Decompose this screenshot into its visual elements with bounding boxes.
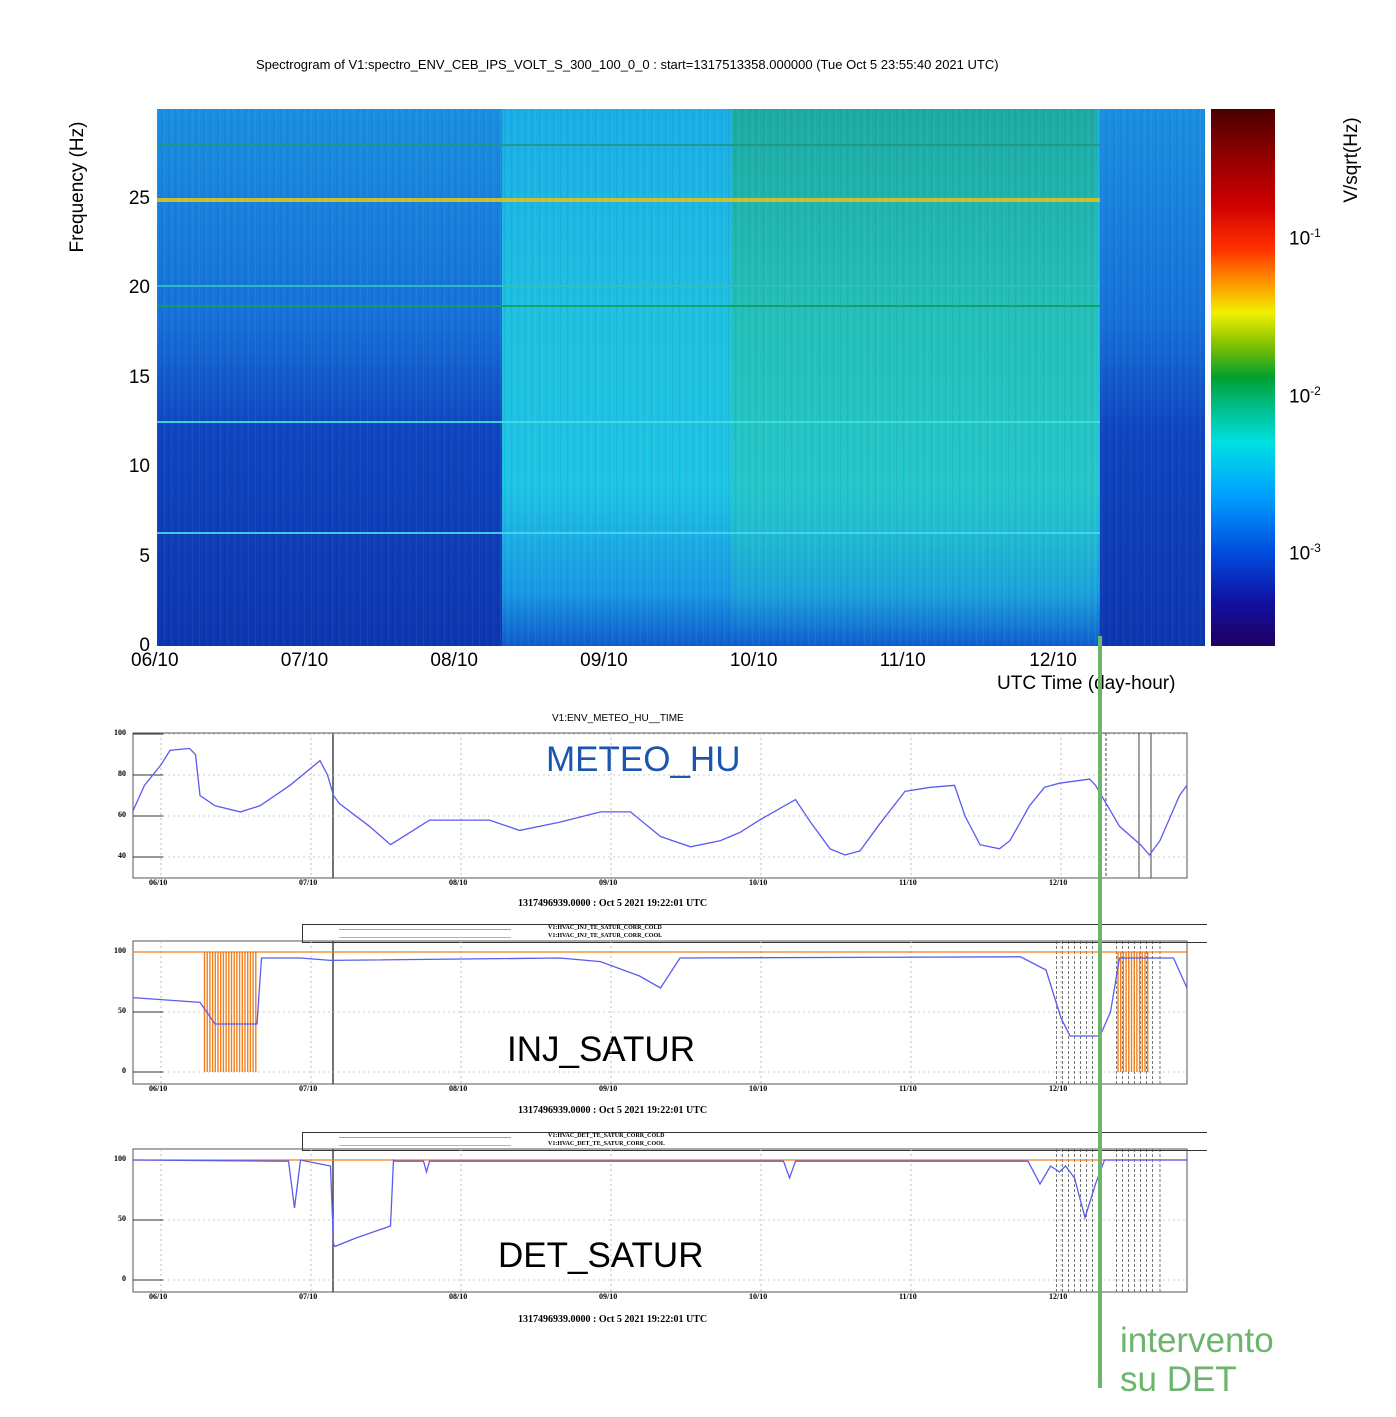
x-tick-label: 07/10	[299, 878, 318, 887]
x-tick-label: 11/10	[899, 878, 917, 887]
footer-timestamp: 1317496939.0000 : Oct 5 2021 19:22:01 UT…	[518, 1105, 708, 1116]
x-tick-label: 10/10	[749, 1292, 768, 1301]
x-tick-label: 08/10	[449, 1292, 468, 1301]
inj-legend: V1:HVAC_INJ_TE_SATUR_CORR_COLD V1:HVAC_I…	[302, 924, 1207, 943]
y-tick-label: 100	[114, 728, 126, 737]
y-tick-label: 0	[122, 1066, 126, 1075]
x-axis-label: UTC Time (day-hour)	[997, 673, 1176, 694]
x-tick-label: 07/10	[280, 650, 329, 671]
annotation-text: intervento	[1120, 1321, 1274, 1360]
spectral-line	[157, 143, 1100, 146]
footer-timestamp: 1317496939.0000 : Oct 5 2021 19:22:01 UT…	[518, 1314, 708, 1325]
y-tick-label: 5	[139, 545, 150, 567]
y-tick-label: 0	[122, 1274, 126, 1283]
meteo-plot-title: V1:ENV_METEO_HU__TIME	[552, 713, 684, 724]
x-tick-label: 08/10	[449, 878, 468, 887]
legend-swatch-cool	[339, 1145, 511, 1146]
annotation-marker-line	[1098, 636, 1102, 1388]
inj-label: INJ_SATUR	[507, 1030, 695, 1069]
spectral-line	[157, 421, 1100, 424]
y-tick-label: 15	[128, 366, 150, 388]
y-tick-label: 100	[114, 1154, 126, 1163]
x-tick-label: 09/10	[599, 878, 618, 887]
colorbar-tick: 10-2	[1289, 384, 1321, 408]
x-tick-label: 06/10	[149, 1292, 168, 1301]
y-tick-label: 10	[128, 456, 150, 477]
spectral-line	[157, 532, 1100, 535]
legend-entry: V1:HVAC_INJ_TE_SATUR_CORR_COLD	[548, 925, 662, 931]
y-tick-label: 100	[114, 946, 126, 955]
x-tick-label: 11/10	[879, 650, 926, 671]
spectral-line	[157, 285, 1100, 288]
x-tick-label: 08/10	[430, 650, 478, 671]
x-tick-label: 09/10	[599, 1292, 618, 1301]
colorbar	[1211, 109, 1275, 646]
plot-frame	[132, 732, 1188, 879]
colorbar-tick: 10-1	[1289, 226, 1321, 250]
y-tick-label: 80	[118, 769, 126, 778]
y-tick-label: 50	[118, 1006, 126, 1015]
x-tick-label: 10/10	[749, 878, 768, 887]
legend-swatch-cold	[339, 929, 511, 930]
det-label: DET_SATUR	[498, 1236, 704, 1275]
meteo-label: METEO_HU	[546, 740, 741, 779]
colorbar-tick: 10-3	[1289, 541, 1321, 565]
x-tick-label: 11/10	[899, 1084, 917, 1093]
x-tick-label: 07/10	[299, 1292, 318, 1301]
annotation-text: su DET	[1120, 1360, 1237, 1399]
x-tick-label: 11/10	[899, 1292, 917, 1301]
x-tick-label: 10/10	[729, 650, 778, 671]
spectrogram-title: Spectrogram of V1:spectro_ENV_CEB_IPS_VO…	[256, 57, 999, 72]
series-line	[132, 1158, 1187, 1248]
x-tick-label: 08/10	[449, 1084, 468, 1093]
x-tick-label: 09/10	[599, 1084, 618, 1093]
legend-swatch-cool	[339, 937, 511, 938]
spectral-line	[157, 304, 1100, 307]
x-tick-label: 06/10	[149, 878, 168, 887]
y-tick-label: 25	[128, 187, 150, 209]
series-line	[131, 747, 1188, 857]
det-legend: V1:HVAC_DET_TE_SATUR_CORR_COLD V1:HVAC_D…	[302, 1132, 1207, 1151]
spectral-line	[157, 197, 1100, 202]
y-tick-label: 60	[118, 810, 126, 819]
x-tick-label: 12/10	[1049, 878, 1068, 887]
y-tick-label: 40	[118, 851, 126, 860]
x-tick-label: 12/10	[1049, 1084, 1068, 1093]
legend-swatch-cold	[339, 1137, 511, 1138]
y-tick-label: 50	[118, 1214, 126, 1223]
legend-entry: V1:HVAC_DET_TE_SATUR_CORR_COOL	[548, 1141, 665, 1147]
x-tick-label: 12/10	[1049, 1292, 1068, 1301]
x-tick-label: 12/10	[1029, 650, 1077, 671]
legend-entry: V1:HVAC_DET_TE_SATUR_CORR_COLD	[548, 1133, 665, 1139]
y-tick-label: 0	[139, 635, 150, 656]
x-tick-label: 06/10	[131, 650, 179, 671]
footer-timestamp: 1317496939.0000 : Oct 5 2021 19:22:01 UT…	[518, 898, 708, 909]
series-line	[132, 956, 1188, 1037]
spectrogram-plot	[157, 109, 1205, 646]
x-tick-label: 09/10	[580, 650, 628, 671]
quiet-region	[1100, 109, 1205, 646]
x-tick-label: 06/10	[149, 1084, 168, 1093]
x-tick-label: 10/10	[749, 1084, 768, 1093]
x-tick-label: 07/10	[299, 1084, 318, 1093]
legend-entry: V1:HVAC_INJ_TE_SATUR_CORR_COOL	[548, 933, 663, 939]
y-tick-label: 20	[128, 277, 150, 298]
